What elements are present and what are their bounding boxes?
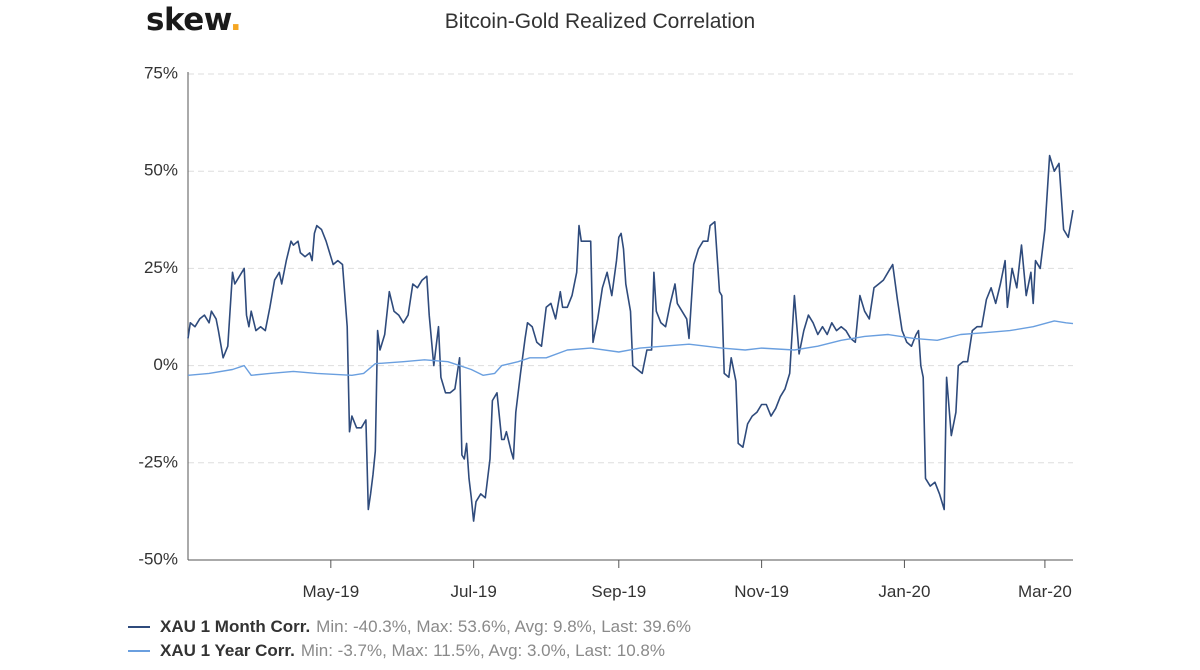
y-tick-label: 50%: [144, 161, 178, 180]
y-tick-label: 0%: [153, 355, 178, 374]
legend-item: XAU 1 Month Corr. Min: -40.3%, Max: 53.6%…: [128, 615, 691, 639]
x-tick-label: Nov-19: [734, 582, 789, 601]
x-tick-label: Mar-20: [1018, 582, 1072, 601]
logo-dot: .: [229, 2, 242, 38]
x-tick-label: Sep-19: [591, 582, 646, 601]
legend-series-stats: Min: -40.3%, Max: 53.6%, Avg: 9.8%, Last…: [316, 617, 692, 636]
legend-series-stats: Min: -3.7%, Max: 11.5%, Avg: 3.0%, Last:…: [300, 641, 665, 660]
y-tick-label: -25%: [138, 452, 178, 471]
x-tick-label: Jan-20: [878, 582, 930, 601]
series-lines: [187, 154, 1074, 522]
legend-swatch: [128, 650, 150, 652]
chart-title: Bitcoin-Gold Realized Correlation: [444, 10, 756, 33]
x-axis-ticks: May-19 Jul-19 Sep-19 Nov-19 Jan-20 Mar-20: [302, 560, 1072, 601]
logo-text: skew: [146, 2, 230, 38]
grid-lines: [187, 72, 1073, 561]
y-tick-label: 75%: [144, 63, 178, 82]
legend: XAU 1 Month Corr. Min: -40.3%, Max: 53.6%…: [128, 615, 691, 663]
legend-item: XAU 1 Year Corr. Min: -3.7%, Max: 11.5%, …: [128, 639, 691, 663]
skew-logo: skew.: [146, 2, 242, 38]
x-tick-label: May-19: [302, 582, 359, 601]
y-axis-ticks: 75% 50% 25% 0% -25% -50%: [138, 63, 178, 568]
legend-series-name: XAU 1 Year Corr.: [160, 641, 295, 660]
y-tick-label: 25%: [144, 258, 178, 277]
legend-series-name: XAU 1 Month Corr.: [160, 617, 311, 636]
x-tick-label: Jul-19: [450, 582, 496, 601]
series-line-xau-1-month: [187, 154, 1074, 522]
series-line-xau-1-year: [187, 320, 1074, 376]
legend-swatch: [128, 626, 150, 628]
y-tick-label: -50%: [138, 549, 178, 568]
